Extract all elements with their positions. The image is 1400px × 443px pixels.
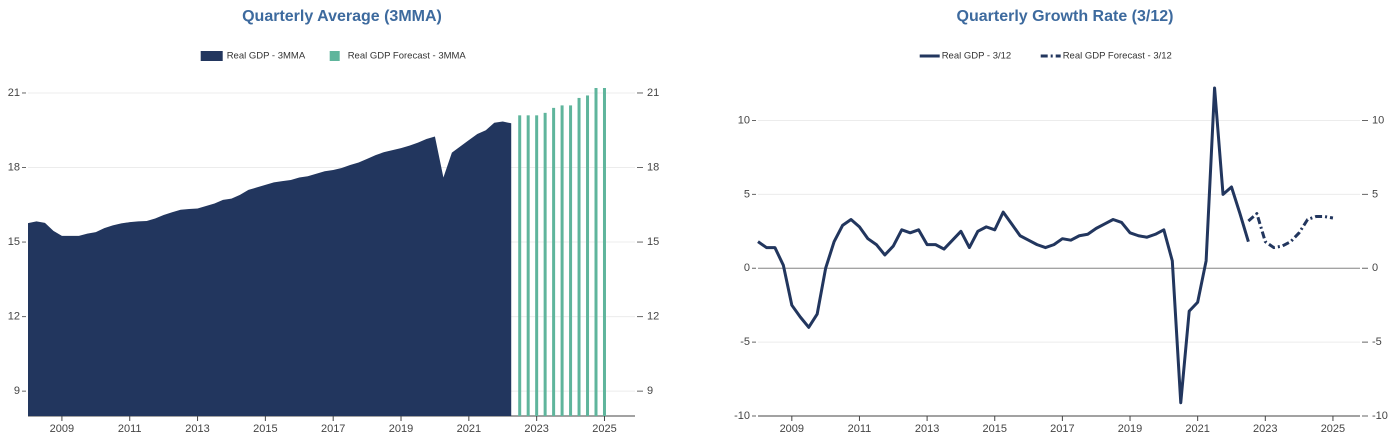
chart-title: Quarterly Growth Rate (3/12) (957, 8, 1174, 25)
bar (535, 115, 539, 416)
y-tick-label: 15 (8, 236, 20, 248)
y2-tick-label: 10 (1372, 114, 1384, 126)
line (757, 86, 1250, 405)
x-tick-label: 2021 (1185, 423, 1209, 435)
x-tick-label: 2025 (1321, 423, 1345, 435)
x-tick-label: 2009 (50, 423, 74, 435)
y-tick-label: 12 (8, 311, 20, 323)
bar (586, 95, 590, 417)
y2-tick-label: 21 (647, 87, 659, 99)
area (28, 121, 512, 416)
bar (594, 88, 598, 416)
legend-label: Real GDP Forecast - 3/12 (1063, 51, 1172, 62)
legend-label: Real GDP Forecast - 3MMA (348, 51, 467, 62)
bar (602, 88, 606, 416)
y2-tick-label: 0 (1372, 262, 1378, 274)
y-tick-label: 18 (8, 161, 20, 173)
y2-tick-label: 15 (647, 236, 659, 248)
x-tick-label: 2019 (389, 423, 413, 435)
y-tick-label: -5 (740, 336, 750, 348)
x-tick-label: 2009 (780, 423, 804, 435)
x-tick-label: 2013 (185, 423, 209, 435)
x-tick-label: 2017 (1050, 423, 1074, 435)
bar (569, 105, 573, 417)
y-tick-label: 10 (738, 114, 750, 126)
x-tick-label: 2021 (457, 423, 481, 435)
legend-label: Real GDP - 3/12 (942, 51, 1012, 62)
line (1247, 212, 1334, 250)
legend-swatch (329, 51, 340, 61)
y2-tick-label: 5 (1372, 188, 1378, 200)
y-tick-label: 5 (744, 188, 750, 200)
bar (518, 115, 522, 416)
x-tick-label: 2015 (982, 423, 1006, 435)
x-tick-label: 2023 (524, 423, 548, 435)
x-tick-label: 2011 (848, 423, 872, 435)
legend-label: Real GDP - 3MMA (227, 51, 306, 62)
bar (560, 105, 564, 417)
y-tick-label: 0 (744, 262, 750, 274)
bar (577, 97, 581, 416)
bar (552, 107, 556, 416)
y2-tick-label: 9 (647, 385, 653, 397)
bar (526, 115, 530, 416)
x-tick-label: 2011 (118, 423, 142, 435)
x-tick-label: 2013 (915, 423, 939, 435)
bar (543, 112, 547, 417)
y2-tick-label: 18 (647, 161, 659, 173)
y-tick-label: 9 (14, 385, 20, 397)
x-tick-label: 2025 (592, 423, 616, 435)
y2-tick-label: -5 (1372, 336, 1382, 348)
y2-tick-label: -10 (1372, 410, 1388, 422)
x-tick-label: 2015 (253, 423, 277, 435)
y-tick-label: -10 (734, 410, 750, 422)
y-tick-label: 21 (8, 87, 20, 99)
x-tick-label: 2017 (321, 423, 345, 435)
legend-swatch (200, 51, 223, 61)
x-tick-label: 2019 (1118, 423, 1142, 435)
chart-title: Quarterly Average (3MMA) (242, 8, 442, 25)
y2-tick-label: 12 (647, 311, 659, 323)
x-tick-label: 2023 (1253, 423, 1277, 435)
